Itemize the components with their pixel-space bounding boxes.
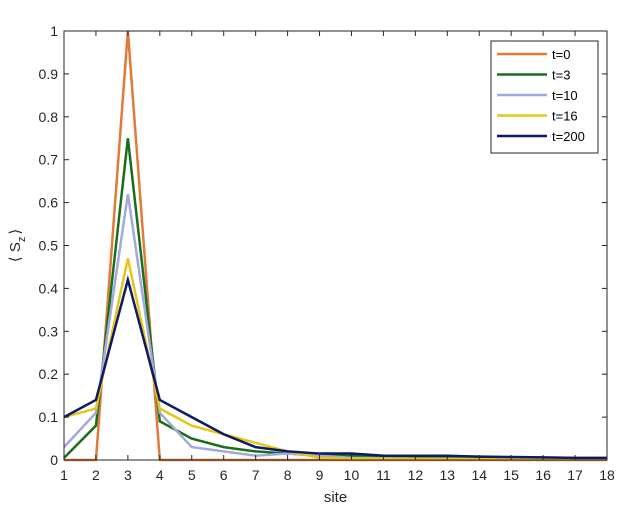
legend-label-2: t=10: [552, 88, 578, 103]
y-axis-label-close: ⟩: [7, 229, 24, 235]
legend-box: [490, 40, 599, 154]
x-tick-label: 8: [284, 467, 292, 483]
y-tick-label: 0.3: [39, 323, 59, 339]
x-tick-label: 2: [92, 467, 100, 483]
y-axis: 0 0.1 0.2 0.3 0.4 0.5 0.6 0.7 0.8 0.9 1: [39, 23, 607, 468]
x-tick-label: 17: [567, 467, 583, 483]
x-tick-label: 7: [252, 467, 260, 483]
legend-label-4: t=200: [552, 129, 585, 144]
x-tick-label: 11: [376, 467, 391, 483]
y-tick-label: 0.8: [39, 109, 59, 125]
x-tick-label: 18: [599, 467, 615, 483]
x-axis-label: site: [324, 489, 347, 506]
legend-label-0: t=0: [552, 47, 570, 62]
x-tick-label: 14: [471, 467, 487, 483]
y-axis-label: ⟨ S: [7, 242, 24, 262]
y-tick-label: 0.9: [39, 66, 59, 82]
y-axis-label-group: ⟨ Sz ⟩: [7, 229, 28, 262]
y-tick-label: 0.6: [39, 195, 59, 211]
x-tick-label: 10: [344, 467, 360, 483]
y-tick-label: 0.7: [39, 152, 59, 168]
x-tick-label: 4: [156, 467, 164, 483]
x-tick-label: 9: [316, 467, 324, 483]
x-tick-label: 3: [124, 467, 132, 483]
svg-text:⟨ Sz⟩: ⟨ Sz ⟩: [7, 229, 28, 262]
y-tick-label: 0.1: [39, 409, 59, 425]
y-tick-label: 0.4: [39, 280, 59, 296]
x-tick-label: 13: [440, 467, 456, 483]
x-tick-label: 12: [408, 467, 424, 483]
y-axis-label-subscript: z: [16, 237, 28, 243]
x-tick-label: 16: [535, 467, 551, 483]
x-tick-label: 5: [188, 467, 196, 483]
legend-label-3: t=16: [552, 109, 578, 124]
series-line-4: [63, 274, 607, 460]
y-tick-label: 1: [50, 23, 58, 39]
y-tick-label: 0.2: [39, 366, 59, 382]
legend-label-1: t=3: [552, 68, 570, 83]
x-tick-label: 1: [60, 467, 68, 483]
legend: t=0 t=3 t=10 t=16 t=200: [490, 40, 599, 154]
x-tick-label: 6: [220, 467, 228, 483]
x-tick-label: 15: [503, 467, 519, 483]
y-tick-label: 0.5: [39, 238, 59, 254]
y-tick-label: 0: [50, 452, 58, 468]
x-axis: 1 2 3 4 5 6 7 8 9 10 11 12 13 14 15 16 17 18: [60, 31, 615, 483]
